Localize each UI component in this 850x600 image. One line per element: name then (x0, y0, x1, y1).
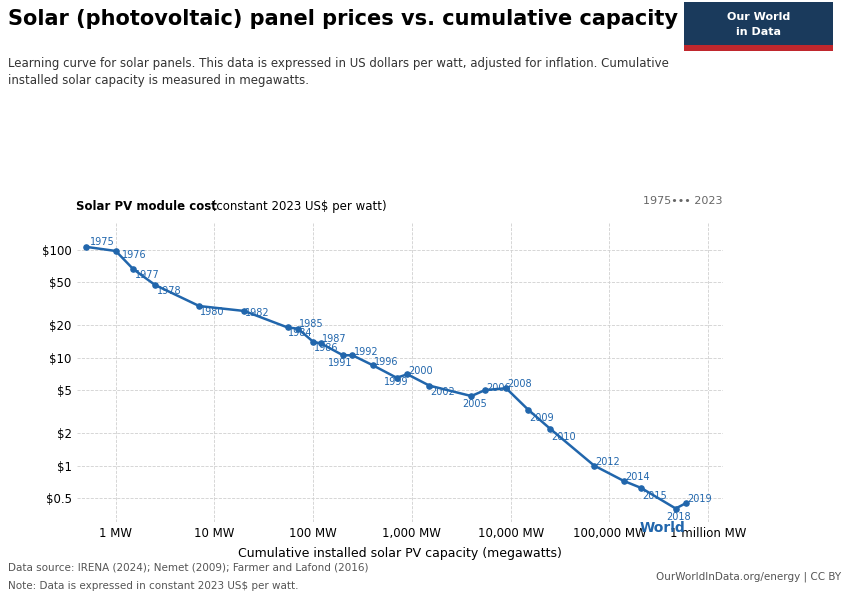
Text: 2000: 2000 (409, 365, 434, 376)
Text: 2018: 2018 (666, 512, 691, 521)
Text: 2015: 2015 (643, 491, 667, 501)
Text: 1999: 1999 (384, 377, 408, 386)
Text: Data source: IRENA (2024); Nemet (2009); Farmer and Lafond (2016): Data source: IRENA (2024); Nemet (2009);… (8, 563, 369, 573)
Text: 2010: 2010 (552, 432, 576, 442)
Text: 1986: 1986 (314, 343, 338, 353)
Point (479, 385, 492, 395)
Point (79, 242, 93, 251)
Text: Learning curve for solar panels. This data is expressed in US dollars per watt, : Learning curve for solar panels. This da… (8, 57, 670, 87)
Text: (constant 2023 US$ per watt): (constant 2023 US$ per watt) (208, 200, 387, 213)
Point (366, 361, 379, 370)
Text: 2005: 2005 (462, 399, 486, 409)
Text: Note: Data is expressed in constant 2023 US$ per watt.: Note: Data is expressed in constant 2023… (8, 581, 299, 591)
Point (314, 338, 328, 348)
Point (521, 405, 535, 415)
Text: 1975••• 2023: 1975••• 2023 (643, 196, 722, 205)
Point (237, 306, 251, 316)
Text: 1976: 1976 (122, 250, 146, 260)
Point (148, 280, 162, 290)
Text: 2002: 2002 (431, 386, 456, 397)
Point (634, 483, 648, 493)
Point (422, 381, 436, 391)
Text: 1987: 1987 (322, 334, 347, 344)
Point (109, 246, 122, 256)
Text: Solar (photovoltaic) panel prices vs. cumulative capacity: Solar (photovoltaic) panel prices vs. cu… (8, 9, 678, 29)
Text: 1991: 1991 (327, 358, 352, 368)
Text: World: World (639, 521, 685, 535)
X-axis label: Cumulative installed solar PV capacity (megawatts): Cumulative installed solar PV capacity (… (237, 547, 562, 560)
Text: 2008: 2008 (507, 379, 532, 389)
Text: 1980: 1980 (201, 307, 225, 317)
Point (400, 370, 414, 379)
Text: 2009: 2009 (530, 413, 554, 423)
Text: 1996: 1996 (374, 356, 399, 367)
Text: OurWorldInData.org/energy | CC BY: OurWorldInData.org/energy | CC BY (656, 571, 842, 582)
Point (390, 373, 404, 383)
Bar (684, 45, 833, 51)
Point (543, 424, 557, 433)
Text: 1985: 1985 (299, 319, 324, 329)
Text: 1975: 1975 (90, 238, 115, 247)
Point (346, 350, 360, 360)
Point (679, 498, 693, 508)
Text: in Data: in Data (736, 28, 781, 37)
Text: 1977: 1977 (134, 270, 159, 280)
Text: 2012: 2012 (595, 457, 620, 467)
Point (192, 301, 206, 311)
Point (280, 323, 294, 332)
Text: 1982: 1982 (246, 308, 270, 319)
Point (127, 264, 140, 274)
Point (465, 391, 479, 401)
Point (499, 383, 513, 393)
Text: Our World: Our World (727, 11, 790, 22)
Text: 2006: 2006 (486, 383, 511, 393)
Point (306, 337, 320, 347)
Text: 1984: 1984 (288, 328, 313, 338)
Text: 2014: 2014 (625, 472, 649, 482)
Point (669, 504, 683, 514)
Text: 1978: 1978 (156, 286, 181, 296)
Text: 1992: 1992 (354, 347, 378, 356)
Point (336, 350, 349, 360)
Point (291, 324, 304, 334)
Point (617, 476, 631, 486)
Text: Solar PV module cost: Solar PV module cost (76, 200, 218, 213)
Text: 2019: 2019 (688, 494, 712, 503)
Point (587, 461, 601, 470)
